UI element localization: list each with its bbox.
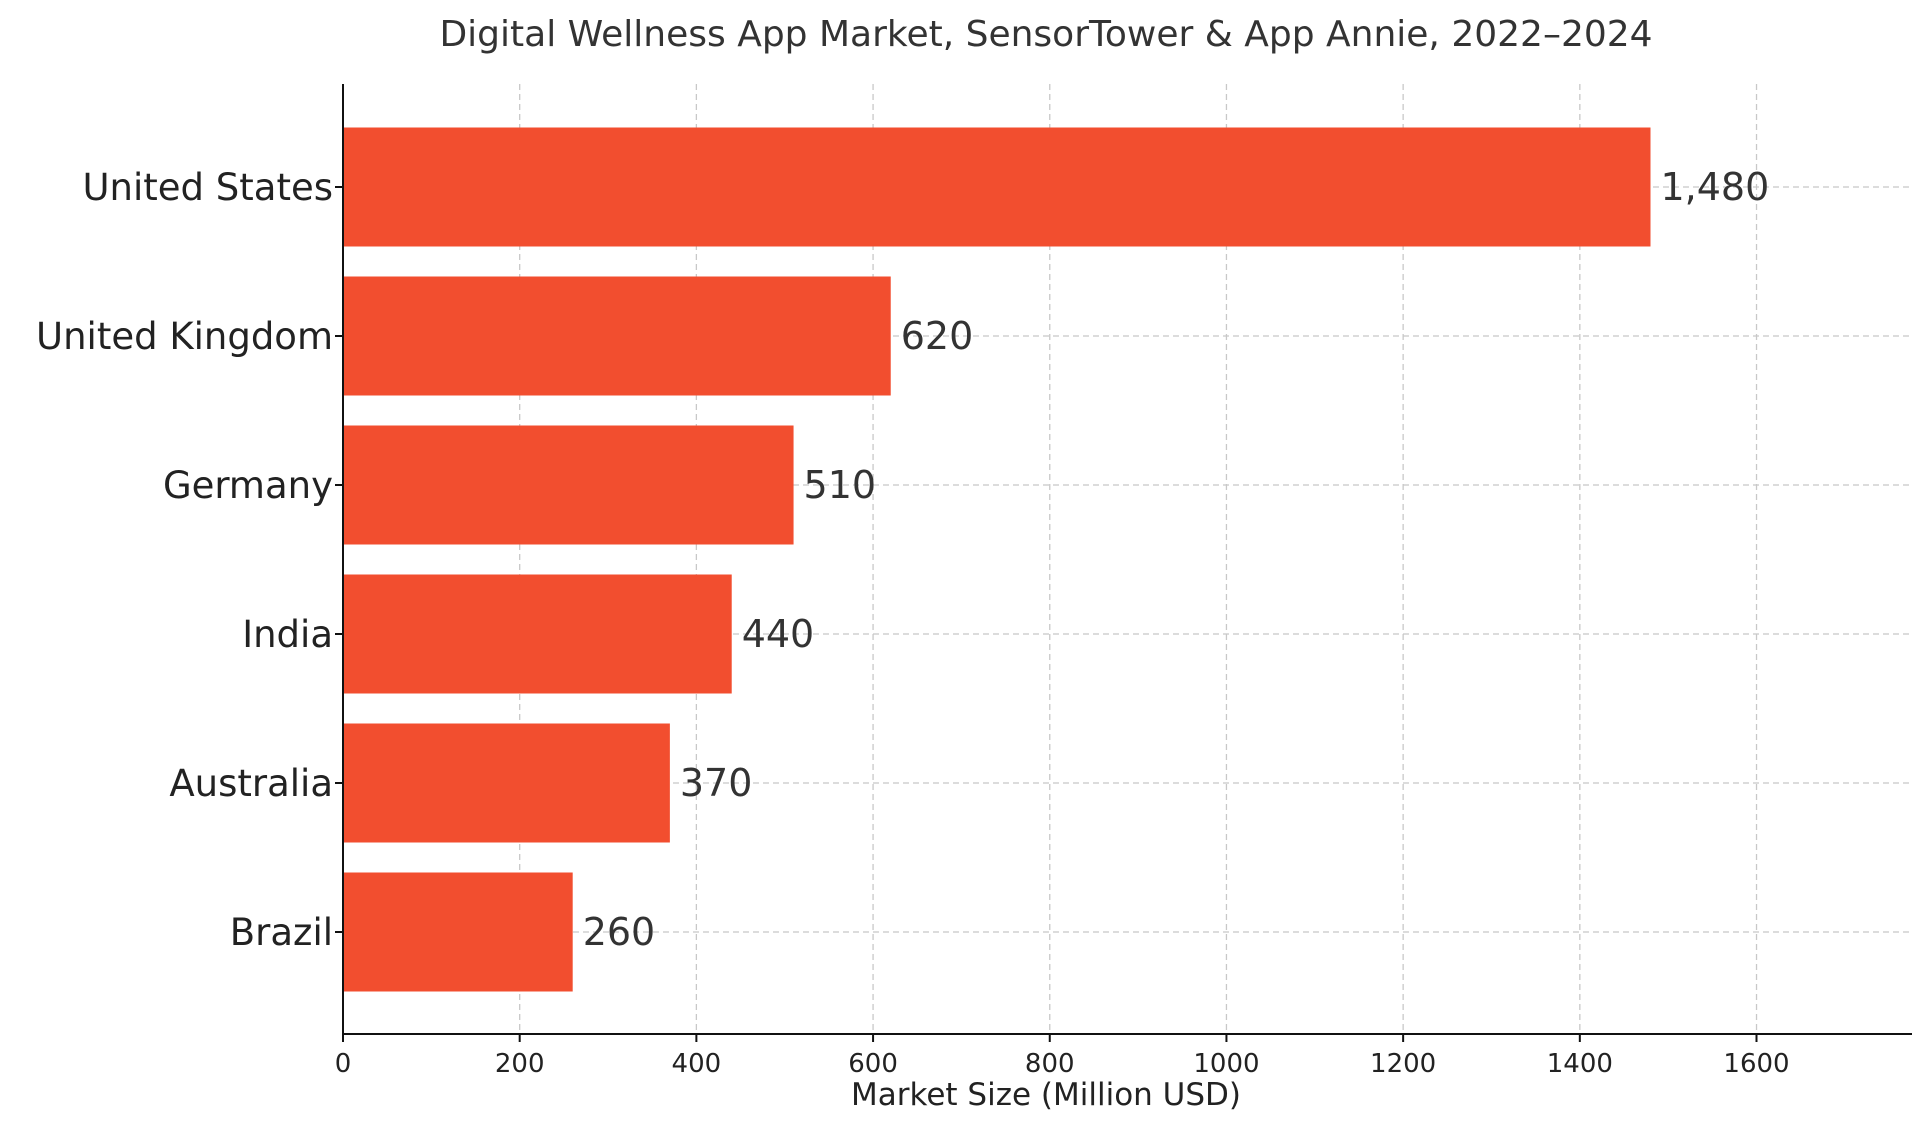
x-tick-label: 1000	[1193, 1049, 1259, 1079]
bar-value-label: 440	[742, 612, 815, 656]
bar	[343, 276, 891, 396]
y-category-label: Germany	[163, 464, 333, 507]
x-tick-label: 200	[495, 1049, 545, 1079]
bar-value-label: 1,480	[1661, 165, 1770, 209]
x-tick-label: 0	[335, 1049, 352, 1079]
x-axis-ticks: 0 200 400 600 800 1000 1200 1400 1600	[335, 1034, 1790, 1079]
x-axis-label: Market Size (Million USD)	[851, 1077, 1241, 1113]
bar	[343, 127, 1651, 247]
x-tick-label: 400	[672, 1049, 722, 1079]
y-category-label: Brazil	[230, 911, 333, 954]
bar-value-label: 510	[804, 463, 877, 507]
x-tick-label: 1400	[1547, 1049, 1613, 1079]
bar-value-label: 370	[680, 761, 753, 805]
chart-title: Digital Wellness App Market, SensorTower…	[439, 14, 1652, 55]
x-tick-label: 800	[1025, 1049, 1075, 1079]
y-category-label: United Kingdom	[36, 315, 333, 358]
y-category-label: Australia	[169, 762, 333, 805]
x-tick-label: 600	[848, 1049, 898, 1079]
bar	[343, 574, 732, 694]
x-tick-label: 1200	[1370, 1049, 1436, 1079]
bars	[343, 127, 1651, 992]
bar	[343, 723, 670, 843]
axes	[342, 84, 1912, 1035]
bar	[343, 425, 794, 545]
x-tick-label: 1600	[1723, 1049, 1789, 1079]
y-axis-ticks: United States United Kingdom Germany India A…	[36, 166, 343, 954]
y-category-label: India	[242, 613, 333, 656]
bar	[343, 872, 573, 992]
value-labels: 1,480 620 510 440 370 260	[583, 165, 1770, 954]
bar-value-label: 260	[583, 910, 656, 954]
bar-value-label: 620	[901, 314, 974, 358]
y-category-label: United States	[82, 166, 333, 209]
